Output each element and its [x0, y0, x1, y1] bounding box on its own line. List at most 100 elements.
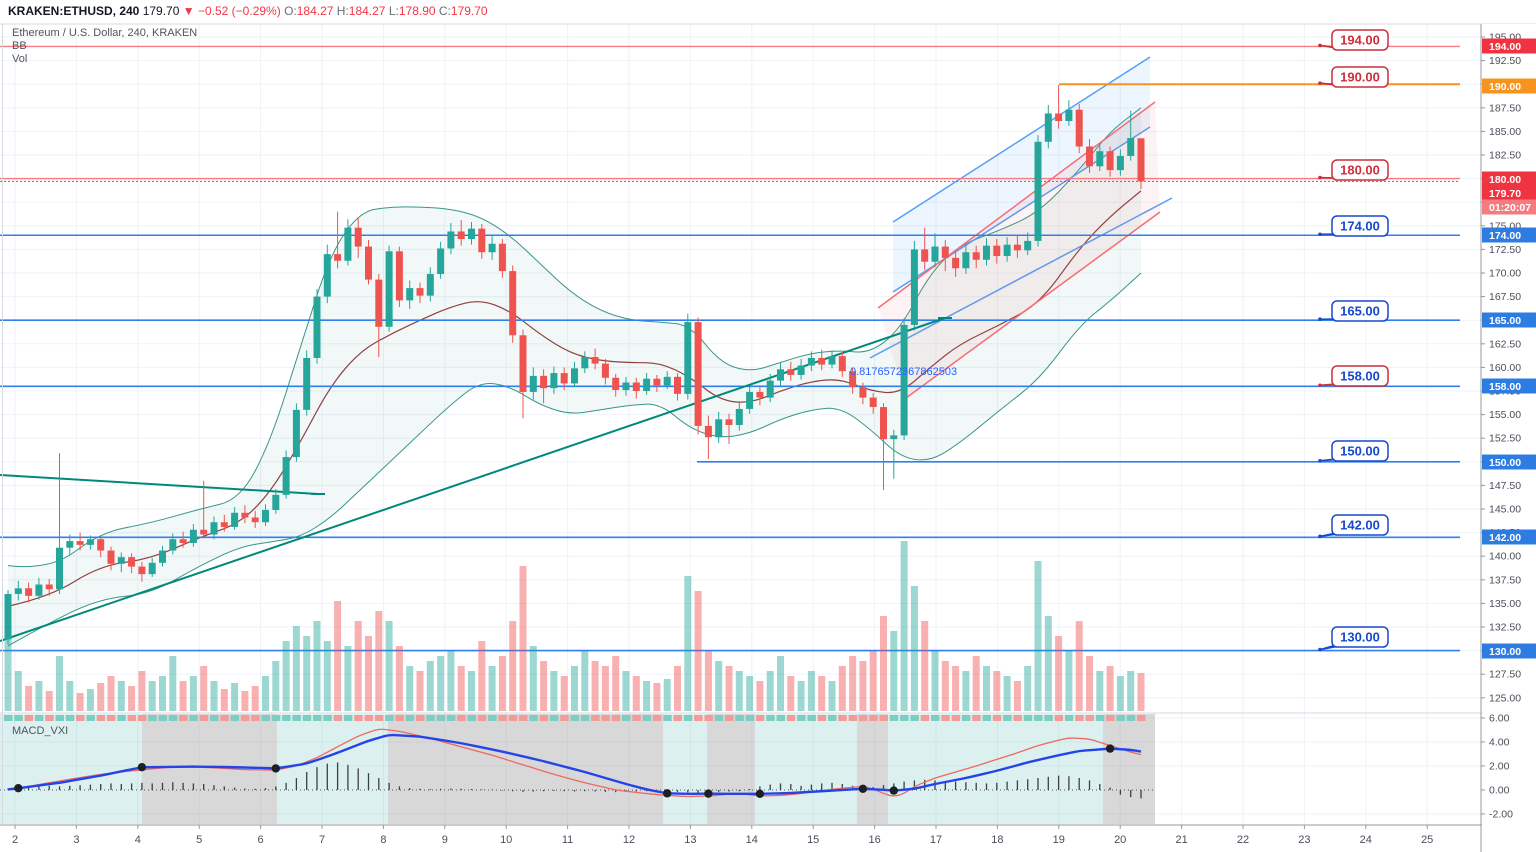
- price-tick-label: 127.50: [1489, 669, 1521, 681]
- svg-text:179.70: 179.70: [1489, 188, 1521, 200]
- macd-tick-label: 0.00: [1489, 785, 1510, 797]
- svg-text:142.00: 142.00: [1340, 518, 1380, 533]
- time-tick-label: 14: [746, 834, 758, 846]
- price-tick-label: 132.50: [1489, 622, 1521, 634]
- axis-tag-194.00: 194.00: [1482, 38, 1536, 54]
- time-tick-label: 19: [1053, 834, 1065, 846]
- price-tick-label: 152.50: [1489, 433, 1521, 445]
- price-tick-label: 135.00: [1489, 598, 1521, 610]
- high-label: H:: [336, 4, 349, 18]
- low-value: 178.90: [398, 4, 436, 18]
- macd-pane-label[interactable]: MACD_VXI: [12, 725, 68, 737]
- svg-text:174.00: 174.00: [1340, 219, 1380, 234]
- price-change: −0.52 (−0.29%): [197, 4, 281, 18]
- macd-background-bands: [0, 714, 1155, 824]
- time-tick-label: 22: [1237, 834, 1249, 846]
- open-label: O:: [284, 4, 297, 18]
- price-tick-label: 170.00: [1489, 268, 1521, 280]
- price-tick-label: 125.00: [1489, 692, 1521, 704]
- legend-title[interactable]: Ethereum / U.S. Dollar, 240, KRAKEN: [12, 27, 198, 39]
- time-tick-label: 12: [623, 834, 635, 846]
- time-tick-label: 18: [991, 834, 1003, 846]
- macd-tick-label: 6.00: [1489, 713, 1510, 725]
- candlestick-series: [4, 85, 1145, 644]
- price-callout-194.00[interactable]: 194.00: [1318, 29, 1389, 51]
- price-callout-174.00[interactable]: 174.00: [1318, 215, 1389, 237]
- chart-legend: Ethereum / U.S. Dollar, 240, KRAKEN BB V…: [12, 27, 197, 66]
- price-callouts[interactable]: 194.00 190.00 180.00 174.00 165.00 158.00 150.…: [1318, 29, 1389, 652]
- volume-bars: [4, 541, 1145, 711]
- symbol-header[interactable]: KRAKEN:ETHUSD, 240 179.70 ▼ −0.52 (−0.29…: [8, 4, 488, 18]
- price-callout-158.00[interactable]: 158.00: [1318, 365, 1389, 388]
- close-value: 179.70: [450, 4, 488, 18]
- high-value: 184.27: [348, 4, 386, 18]
- price-callout-130.00[interactable]: 130.00: [1318, 626, 1389, 652]
- axis-tag-158.00: 158.00: [1482, 378, 1536, 394]
- axis-tag-165.00: 165.00: [1482, 312, 1536, 328]
- price-tick-label: 185.00: [1489, 126, 1521, 138]
- time-tick-label: 11: [562, 834, 573, 846]
- price-callout-150.00[interactable]: 150.00: [1318, 440, 1389, 463]
- axis-tag-179.70: 179.70: [1482, 185, 1536, 201]
- svg-text:150.00: 150.00: [1340, 444, 1380, 459]
- indicator-float-value: 0.8176572367862503: [850, 366, 957, 378]
- svg-text:180.00: 180.00: [1340, 163, 1380, 178]
- svg-text:130.00: 130.00: [1340, 630, 1380, 645]
- axis-tag-01:20:07: 01:20:07: [1482, 199, 1536, 215]
- down-triangle-icon: ▼: [182, 4, 195, 18]
- axis-tag-130.00: 130.00: [1482, 643, 1536, 659]
- time-tick-label: 8: [380, 834, 386, 846]
- price-tick-label: 155.00: [1489, 409, 1521, 421]
- legend-vol[interactable]: Vol: [12, 53, 28, 65]
- price-callout-190.00[interactable]: 190.00: [1318, 66, 1389, 88]
- time-tick-label: 25: [1421, 834, 1433, 846]
- open-value: 184.27: [296, 4, 334, 18]
- time-tick-label: 15: [807, 834, 819, 846]
- price-level-lines[interactable]: [0, 45, 1460, 652]
- time-tick-label: 16: [868, 834, 880, 846]
- svg-text:190.00: 190.00: [1489, 81, 1521, 93]
- svg-text:158.00: 158.00: [1340, 369, 1380, 384]
- time-scale[interactable]: 2 3 4 5 6 7 8 9 10 11 12 13 14 15 16 17 18 19 20 21 22 23 24 25: [12, 825, 1433, 846]
- svg-text:194.00: 194.00: [1489, 41, 1521, 53]
- legend-bb[interactable]: BB: [12, 40, 27, 52]
- svg-text:190.00: 190.00: [1340, 70, 1380, 85]
- time-tick-label: 2: [12, 834, 18, 846]
- time-tick-label: 7: [319, 834, 325, 846]
- macd-tick-label: 4.00: [1489, 737, 1510, 749]
- last-price: 179.70: [142, 4, 180, 18]
- time-tick-label: 24: [1360, 834, 1372, 846]
- svg-text:150.00: 150.00: [1489, 457, 1521, 469]
- price-tick-label: 172.50: [1489, 244, 1521, 256]
- time-tick-label: 4: [135, 834, 141, 846]
- axis-tag-142.00: 142.00: [1482, 529, 1536, 545]
- symbol-name: KRAKEN:ETHUSD, 240: [8, 4, 140, 18]
- price-tick-label: 182.50: [1489, 150, 1521, 162]
- time-tick-label: 23: [1298, 834, 1310, 846]
- price-callout-180.00[interactable]: 180.00: [1318, 159, 1389, 181]
- time-tick-label: 20: [1114, 834, 1126, 846]
- axis-tag-174.00: 174.00: [1482, 227, 1536, 243]
- svg-text:165.00: 165.00: [1340, 304, 1380, 319]
- price-callout-142.00[interactable]: 142.00: [1318, 514, 1389, 539]
- price-tick-label: 140.00: [1489, 551, 1521, 563]
- price-tick-label: 167.50: [1489, 291, 1521, 303]
- axis-tag-190.00: 190.00: [1482, 78, 1536, 94]
- price-tick-label: 160.00: [1489, 362, 1521, 374]
- svg-text:158.00: 158.00: [1489, 381, 1521, 393]
- price-tick-label: 137.50: [1489, 574, 1521, 586]
- price-tick-label: 147.50: [1489, 480, 1521, 492]
- svg-text:194.00: 194.00: [1340, 33, 1380, 48]
- time-tick-label: 5: [196, 834, 202, 846]
- price-scale[interactable]: 195.00192.50190.00187.50185.00182.50180.…: [1481, 24, 1536, 852]
- time-tick-label: 21: [1175, 834, 1187, 846]
- time-tick-label: 6: [258, 834, 264, 846]
- price-tick-label: 145.00: [1489, 504, 1521, 516]
- price-callout-165.00[interactable]: 165.00: [1318, 300, 1389, 322]
- svg-text:180.00: 180.00: [1489, 174, 1521, 186]
- axis-tag-150.00: 150.00: [1482, 454, 1536, 470]
- macd-tick-label: 2.00: [1489, 761, 1510, 773]
- time-tick-label: 13: [684, 834, 696, 846]
